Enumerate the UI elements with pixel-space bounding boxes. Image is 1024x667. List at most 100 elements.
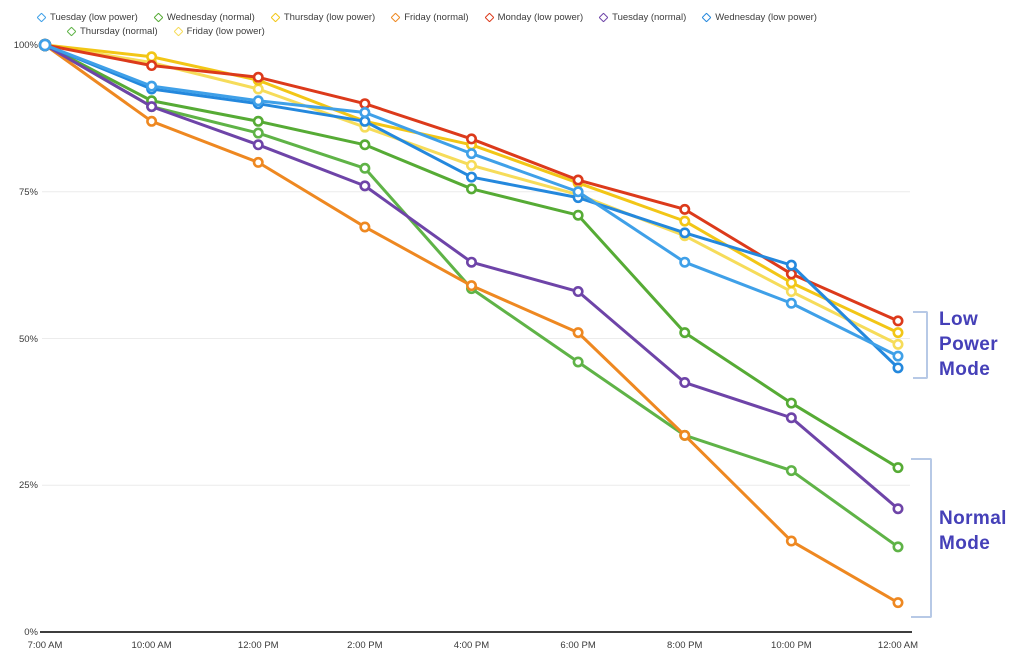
data-point bbox=[892, 462, 904, 474]
data-point bbox=[252, 127, 264, 139]
data-point bbox=[572, 174, 584, 186]
annotation-line: Mode bbox=[939, 359, 991, 380]
data-point bbox=[572, 286, 584, 298]
x-axis-label: 2:00 PM bbox=[347, 640, 383, 651]
series-line bbox=[43, 43, 900, 370]
legend-label: Wednesday (normal) bbox=[166, 11, 255, 23]
data-point bbox=[679, 256, 691, 268]
data-point bbox=[252, 115, 264, 127]
legend-label: Friday (normal) bbox=[404, 11, 469, 23]
legend-item: Friday (low power) bbox=[173, 25, 265, 37]
x-axis-label: 6:00 PM bbox=[560, 640, 596, 651]
data-point bbox=[785, 297, 797, 309]
y-axis-label: 75% bbox=[18, 186, 38, 198]
legend-item: Friday (normal) bbox=[390, 11, 469, 23]
data-point bbox=[146, 60, 158, 72]
data-point bbox=[572, 186, 584, 198]
data-point bbox=[359, 139, 371, 151]
data-point bbox=[572, 356, 584, 368]
data-point bbox=[38, 38, 52, 52]
data-point bbox=[359, 115, 371, 127]
data-point bbox=[146, 115, 158, 127]
data-point bbox=[892, 327, 904, 339]
data-point bbox=[892, 541, 904, 553]
data-point bbox=[892, 338, 904, 350]
data-point bbox=[252, 156, 264, 168]
data-point bbox=[785, 397, 797, 409]
data-point bbox=[359, 107, 371, 119]
data-point bbox=[465, 280, 477, 292]
legend-item: Thursday (normal) bbox=[66, 26, 158, 37]
x-axis-label: 8:00 PM bbox=[667, 640, 703, 651]
data-point bbox=[679, 203, 691, 215]
legend-label: Friday (low power) bbox=[186, 25, 265, 37]
low-power-bracket bbox=[913, 311, 928, 379]
data-point bbox=[359, 98, 371, 110]
annotation-line: Power bbox=[939, 334, 999, 355]
legend-item: Wednesday (normal) bbox=[153, 11, 255, 23]
annotation-low-power-mode: Low Power Mode bbox=[939, 307, 998, 382]
legend-row: Tuesday (low power) Wednesday (normal) Thu… bbox=[36, 10, 898, 24]
data-point bbox=[146, 51, 158, 63]
data-point bbox=[146, 101, 158, 113]
data-point bbox=[892, 597, 904, 609]
series-line bbox=[43, 43, 900, 511]
legend-label: Tuesday (low power) bbox=[50, 11, 138, 23]
data-point bbox=[679, 215, 691, 227]
data-point bbox=[359, 180, 371, 192]
x-axis-label: 4:00 PM bbox=[453, 640, 490, 651]
y-axis-label: 50% bbox=[18, 333, 38, 345]
y-axis-label: 25% bbox=[18, 480, 38, 492]
data-point bbox=[252, 83, 264, 95]
legend-label: Thursday (low power) bbox=[283, 11, 376, 23]
series-line bbox=[43, 43, 900, 605]
data-point bbox=[359, 162, 371, 174]
data-point bbox=[465, 133, 477, 145]
y-axis-label: 100% bbox=[13, 40, 38, 51]
x-axis-label: 12:00 AM bbox=[877, 640, 919, 651]
legend-label: Tuesday (normal) bbox=[612, 11, 687, 23]
chart-legend: Tuesday (low power) Wednesday (normal) Thu… bbox=[36, 10, 898, 38]
data-point bbox=[572, 209, 584, 221]
data-point bbox=[572, 327, 584, 339]
data-point bbox=[785, 535, 797, 547]
data-point bbox=[785, 465, 797, 477]
legend-item: Tuesday (normal) bbox=[598, 11, 687, 23]
data-point bbox=[252, 95, 264, 107]
data-point bbox=[892, 503, 904, 515]
annotation-line: Normal bbox=[939, 508, 1007, 529]
legend-item: Wednesday (low power) bbox=[701, 11, 817, 23]
series-line bbox=[43, 43, 900, 470]
legend-item: Monday (low power) bbox=[484, 11, 584, 23]
data-point bbox=[785, 277, 797, 289]
legend-item: Tuesday (low power) bbox=[36, 11, 138, 23]
data-point bbox=[679, 227, 691, 239]
x-axis-label: 12:00 PM bbox=[237, 640, 279, 651]
legend-label: Monday (low power) bbox=[497, 11, 584, 23]
data-point bbox=[892, 362, 904, 374]
annotation-line: Low bbox=[939, 309, 979, 330]
data-point bbox=[785, 259, 797, 271]
data-point bbox=[465, 171, 477, 183]
data-point bbox=[892, 315, 904, 327]
data-point bbox=[679, 377, 691, 389]
data-point bbox=[679, 429, 691, 441]
data-point bbox=[679, 327, 691, 339]
data-point bbox=[252, 139, 264, 151]
data-point bbox=[465, 183, 477, 195]
x-axis-label: 7:00 AM bbox=[27, 640, 63, 651]
legend-item: Thursday (low power) bbox=[270, 11, 376, 23]
y-axis-label: 0% bbox=[24, 627, 38, 638]
annotation-line: Mode bbox=[939, 533, 991, 554]
data-point bbox=[785, 412, 797, 424]
annotation-normal-mode: Normal Mode bbox=[939, 506, 1007, 556]
data-point bbox=[359, 221, 371, 233]
data-point bbox=[465, 148, 477, 160]
data-point bbox=[892, 350, 904, 362]
data-point bbox=[785, 268, 797, 280]
legend-row: Thursday (normal) Friday (low power) bbox=[38, 24, 898, 38]
data-point bbox=[465, 159, 477, 171]
legend-label: Wednesday (low power) bbox=[715, 11, 817, 23]
